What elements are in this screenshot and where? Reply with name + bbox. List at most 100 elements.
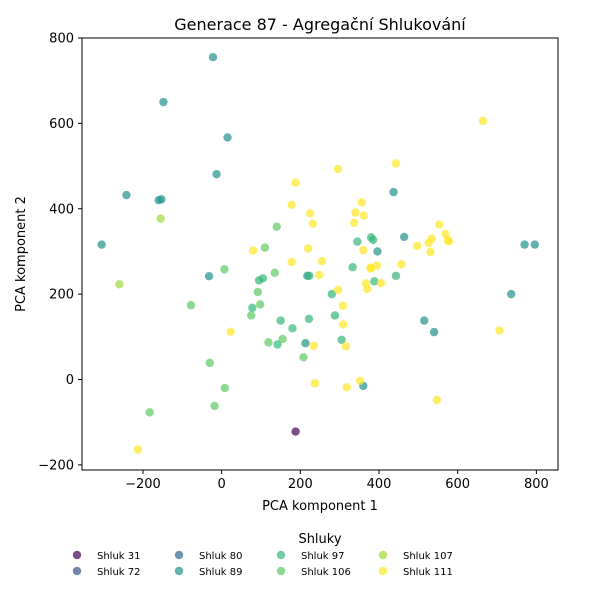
legend-title: Shluky	[298, 532, 341, 547]
data-point	[420, 316, 429, 325]
data-point	[220, 265, 229, 274]
y-tick-label: 800	[49, 32, 74, 47]
data-point	[327, 289, 337, 299]
data-point	[317, 257, 327, 266]
data-point	[97, 240, 106, 249]
data-point	[159, 97, 168, 107]
data-point	[397, 260, 406, 269]
data-point	[434, 220, 444, 229]
legend-label: Shluk 80	[199, 551, 243, 562]
data-point	[115, 280, 124, 289]
data-point	[305, 209, 315, 218]
data-point	[341, 342, 351, 351]
data-point	[506, 289, 516, 299]
data-point	[272, 222, 281, 231]
data-point	[432, 395, 442, 405]
data-point	[391, 271, 401, 280]
legend-marker	[378, 550, 388, 560]
data-point	[287, 257, 296, 267]
data-point	[426, 247, 435, 257]
data-point	[308, 219, 318, 228]
y-axis-label: PCA komponent 2	[14, 196, 29, 312]
x-tick-label: 800	[524, 477, 549, 492]
legend: Shluk 31 Shluk 72 Shluk 80 Shluk 89 Shluk 97…	[72, 550, 453, 578]
data-point	[338, 301, 348, 310]
data-point	[361, 279, 371, 288]
data-point	[301, 339, 310, 348]
data-point	[256, 300, 265, 309]
y-tick-label: −200	[38, 458, 74, 473]
x-tick-label: 0	[218, 477, 226, 492]
scatter-points	[97, 53, 539, 454]
y-tick-label: 400	[49, 202, 74, 217]
series-shluk-107	[115, 214, 165, 289]
data-point	[339, 320, 348, 329]
data-point	[333, 285, 343, 295]
data-point	[412, 241, 422, 251]
data-point	[260, 243, 270, 252]
data-point	[287, 200, 296, 210]
data-point	[204, 271, 214, 281]
data-point	[355, 376, 365, 385]
legend-marker	[174, 566, 184, 576]
data-point	[156, 214, 165, 223]
data-point	[520, 240, 529, 249]
data-point	[220, 383, 229, 393]
data-point	[226, 327, 235, 336]
data-point	[254, 276, 264, 285]
legend-marker	[378, 566, 388, 576]
data-point	[350, 218, 359, 228]
data-point	[270, 268, 279, 277]
data-point	[478, 116, 488, 126]
data-point	[370, 277, 379, 286]
data-point	[429, 327, 439, 337]
data-point	[210, 401, 219, 411]
legend-label: Shluk 89	[199, 567, 243, 578]
chart-title: Generace 87 - Agregační Shlukování	[174, 15, 466, 34]
x-tick-label: 400	[367, 477, 392, 492]
legend-label: Shluk 97	[301, 551, 345, 562]
data-point	[223, 133, 232, 142]
data-point	[291, 427, 300, 436]
data-point	[276, 316, 285, 325]
data-point	[357, 198, 366, 207]
data-point	[342, 382, 351, 392]
data-point	[495, 326, 504, 335]
data-point	[305, 271, 314, 280]
data-point	[122, 190, 131, 200]
data-point	[330, 311, 340, 320]
data-point	[246, 311, 256, 320]
legend-label: Shluk 107	[403, 551, 453, 562]
data-point	[291, 178, 300, 187]
data-point	[310, 379, 320, 388]
data-point	[303, 244, 313, 253]
legend-marker	[276, 550, 286, 560]
legend-label: Shluk 106	[301, 567, 351, 578]
legend-marker	[276, 566, 286, 576]
data-point	[205, 358, 215, 368]
data-point	[304, 314, 314, 324]
x-tick-label: 200	[288, 477, 313, 492]
data-point	[368, 235, 378, 245]
data-point	[424, 238, 433, 248]
data-point	[399, 232, 409, 242]
axes: −200 0 200 400 600 800 −200 0 200 400 600 800	[38, 32, 548, 493]
data-point	[366, 263, 375, 272]
data-point	[186, 301, 196, 310]
legend-marker	[72, 566, 82, 576]
y-tick-label: 0	[66, 373, 74, 388]
data-point	[391, 159, 401, 168]
data-point	[359, 245, 368, 255]
y-tick-label: 200	[49, 288, 74, 303]
data-point	[212, 169, 221, 179]
legend-label: Shluk 111	[403, 567, 453, 578]
data-point	[530, 240, 539, 249]
data-point	[145, 408, 154, 417]
data-point	[248, 246, 258, 255]
data-point	[389, 187, 398, 197]
data-point	[353, 237, 362, 246]
x-tick-label: 600	[445, 477, 470, 492]
data-point	[208, 53, 218, 62]
legend-label: Shluk 72	[97, 567, 141, 578]
data-point	[348, 263, 357, 272]
